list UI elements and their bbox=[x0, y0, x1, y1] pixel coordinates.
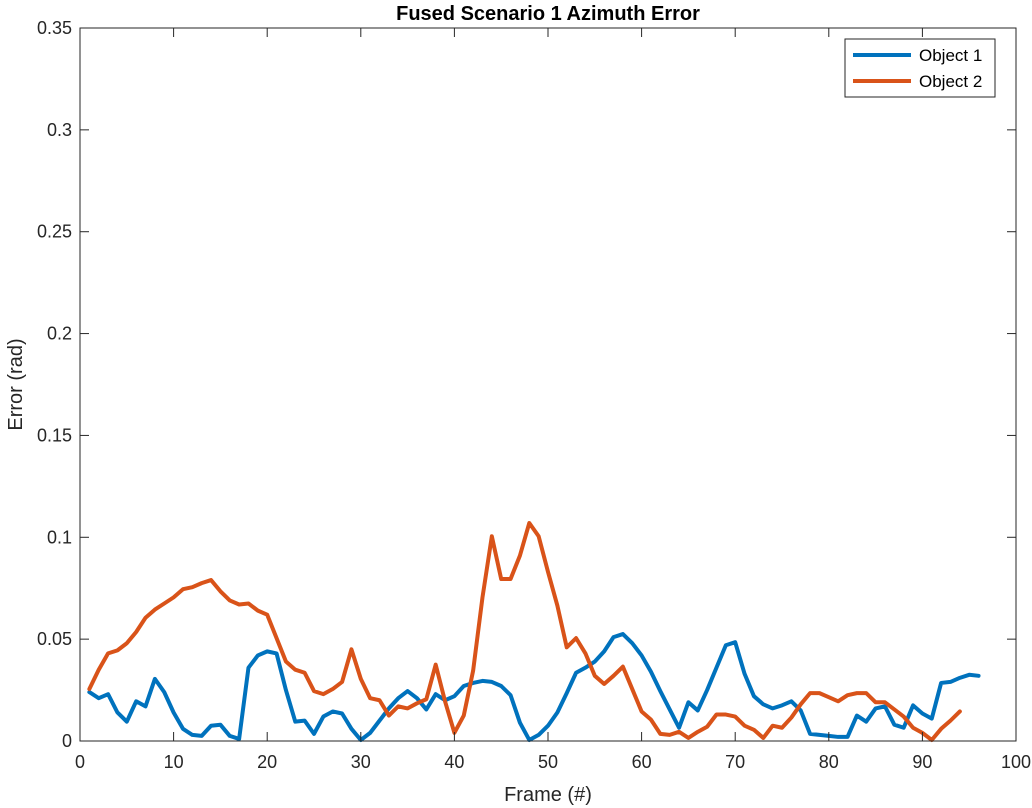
legend-box bbox=[844, 38, 996, 98]
x-tick-label: 20 bbox=[257, 752, 277, 772]
y-tick-label: 0.25 bbox=[37, 222, 72, 242]
legend-entries: Object 1 Object 2 bbox=[853, 46, 982, 91]
x-tick-label: 30 bbox=[351, 752, 371, 772]
plot-area bbox=[80, 28, 1016, 741]
legend-label: Object 1 bbox=[919, 46, 982, 65]
y-axis-label: Error (rad) bbox=[5, 338, 27, 430]
x-tick-label: 60 bbox=[632, 752, 652, 772]
legend: Object 1 Object 2 bbox=[844, 38, 996, 98]
series-layer bbox=[87, 521, 981, 742]
x-tick-label: 90 bbox=[912, 752, 932, 772]
x-tick-label: 40 bbox=[444, 752, 464, 772]
x-axis-label: Frame (#) bbox=[504, 784, 592, 806]
y-tick-label: 0.2 bbox=[47, 324, 72, 344]
x-tick-label: 100 bbox=[1001, 752, 1031, 772]
series-line-2 bbox=[87, 521, 962, 742]
y-tick-label: 0.3 bbox=[47, 120, 72, 140]
x-tick-label: 80 bbox=[819, 752, 839, 772]
chart-title: Fused Scenario 1 Azimuth Error bbox=[396, 3, 700, 25]
y-tick-label: 0.15 bbox=[37, 425, 72, 445]
y-tick-label: 0.1 bbox=[47, 527, 72, 547]
x-tick-label: 10 bbox=[164, 752, 184, 772]
y-tick-label: 0.05 bbox=[37, 629, 72, 649]
axes-layer: 0 10 20 30 40 50 60 70 80 90 100 0 0.05 0.1 0.15 0.2 0.2… bbox=[37, 18, 1031, 772]
y-tick-label: 0.35 bbox=[37, 18, 72, 38]
x-tick-label: 0 bbox=[75, 752, 85, 772]
y-tick-label: 0 bbox=[62, 731, 72, 751]
legend-label: Object 2 bbox=[919, 72, 982, 91]
x-tick-label: 50 bbox=[538, 752, 558, 772]
series-line-1 bbox=[87, 632, 981, 742]
x-tick-label: 70 bbox=[725, 752, 745, 772]
